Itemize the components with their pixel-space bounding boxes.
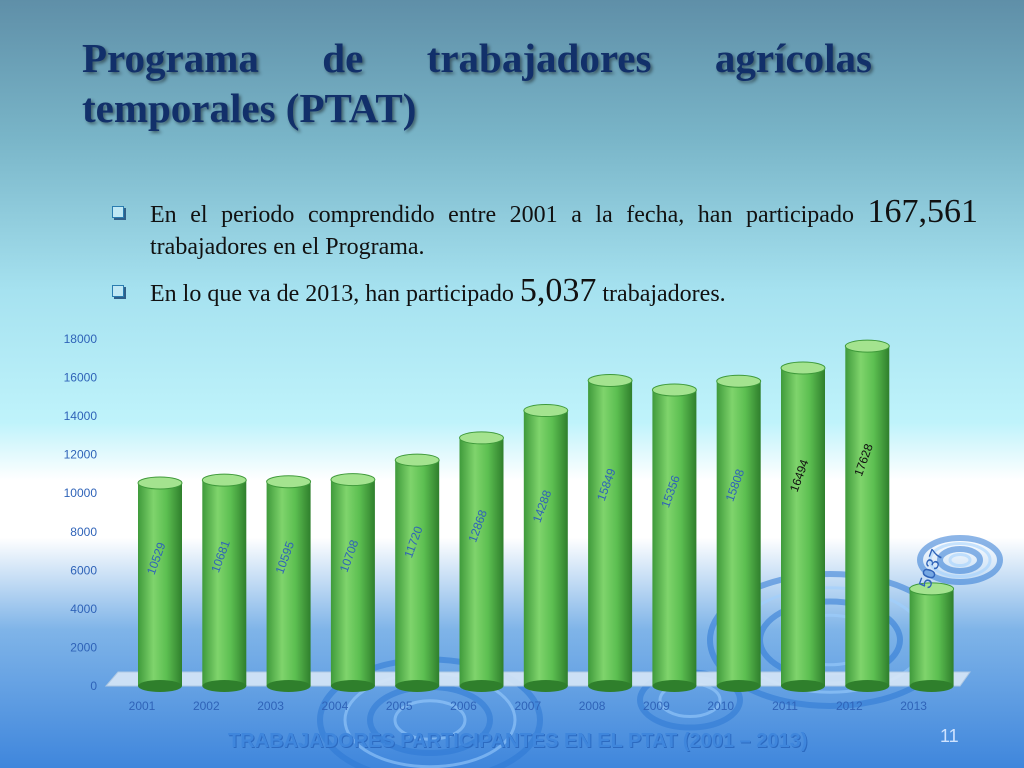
square-bullet-icon <box>112 206 124 218</box>
x-tick-label: 2013 <box>900 699 927 713</box>
x-tick-label: 2008 <box>579 699 606 713</box>
bar: 15849 <box>587 373 633 692</box>
y-tick-label: 2000 <box>70 640 97 654</box>
bar: 15808 <box>716 374 762 692</box>
x-tick-label: 2002 <box>193 699 220 713</box>
y-tick-label: 16000 <box>64 371 98 385</box>
bar: 14288 <box>523 404 569 692</box>
bar-series: 10529 10681 10595 10708 11720 12868 14288 15849… <box>137 339 955 692</box>
bullet-list: En el periodo comprendido entre 2001 a l… <box>110 193 979 322</box>
bar: 17628 <box>844 339 890 692</box>
bar: 10595 <box>266 475 312 692</box>
bullet-text: trabajadores. <box>596 281 726 307</box>
x-tick-label: 2001 <box>129 699 156 713</box>
square-bullet-icon <box>112 285 124 297</box>
y-tick-label: 10000 <box>64 486 98 500</box>
bullet-item: En el periodo comprendido entre 2001 a l… <box>110 193 979 263</box>
x-tick-label: 2003 <box>257 699 284 713</box>
bullet-number: 167,561 <box>867 193 979 230</box>
x-tick-label: 2007 <box>514 699 541 713</box>
bar: 10708 <box>330 473 376 692</box>
bullet-text: En lo que va de 2013, han participado <box>150 281 520 307</box>
bar: 15356 <box>651 383 697 692</box>
chart-subtitle: TRABAJADORES PARTICIPANTES EN EL PTAT (2… <box>228 730 808 752</box>
x-tick-label: 2004 <box>322 699 349 713</box>
y-axis: 0 2000 4000 6000 8000 10000 12000 14000 16000 180… <box>64 332 98 693</box>
bar: 10529 <box>137 476 183 692</box>
bar: 12868 <box>459 431 504 692</box>
y-tick-label: 8000 <box>70 525 97 539</box>
slide-title: Programa de trabajadores agrícolas tempo… <box>82 35 872 131</box>
bullet-item: En lo que va de 2013, han participado 5,… <box>110 272 978 310</box>
y-tick-label: 18000 <box>64 332 98 346</box>
x-axis: 2001 2002 2003 2004 2005 2006 2007 2008 2009 2010… <box>129 699 928 713</box>
bar: 11720 <box>394 453 440 692</box>
ripple-decoration <box>317 535 1003 768</box>
x-tick-label: 2009 <box>643 699 670 713</box>
x-tick-label: 2012 <box>836 699 863 713</box>
y-tick-label: 0 <box>90 679 97 693</box>
x-tick-label: 2010 <box>707 699 734 713</box>
y-tick-label: 12000 <box>64 448 98 462</box>
y-tick-label: 4000 <box>70 602 97 616</box>
bullet-number: 5,037 <box>519 272 597 309</box>
bullet-text: En el periodo comprendido entre 2001 a l… <box>150 202 868 228</box>
y-tick-label: 14000 <box>64 409 98 423</box>
x-tick-label: 2011 <box>772 699 798 713</box>
bullet-text: trabajadores en el Programa. <box>150 234 425 260</box>
page-number: 11 <box>940 726 959 746</box>
x-tick-label: 2006 <box>450 699 477 713</box>
bar: 16494 <box>780 361 826 692</box>
x-tick-label: 2005 <box>386 699 413 713</box>
y-tick-label: 6000 <box>70 563 97 577</box>
bar: 10681 <box>201 473 247 692</box>
